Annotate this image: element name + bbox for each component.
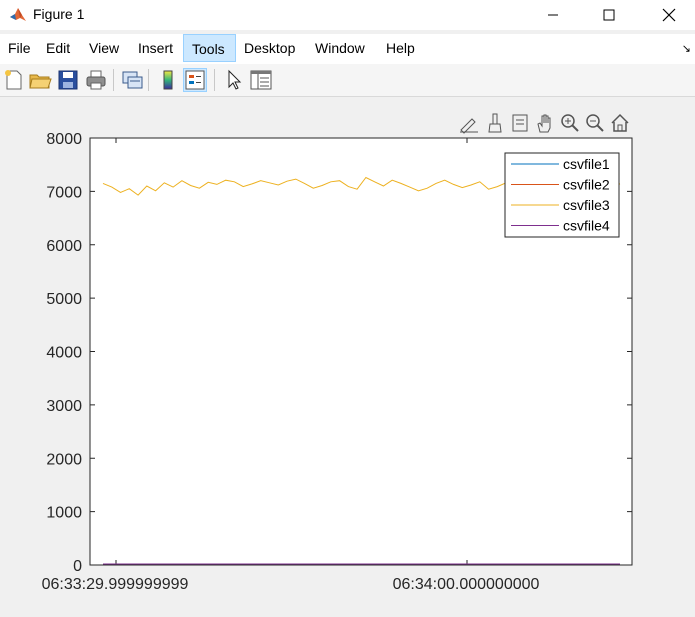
toolbar-separator [214, 69, 215, 91]
property-inspector-icon [250, 70, 272, 90]
open-folder-icon [29, 74, 52, 89]
legend-entry: csvfile3 [563, 197, 610, 213]
figure-toolbar [0, 64, 695, 97]
save-icon [58, 70, 78, 90]
y-tick-label: 1000 [46, 505, 82, 522]
maximize-icon [603, 9, 615, 21]
arrow-pointer-icon [228, 69, 242, 90]
brush-icon [488, 113, 502, 133]
new-figure-button[interactable] [2, 68, 26, 92]
menu-file[interactable]: File [8, 40, 31, 56]
datatip-icon [512, 114, 528, 132]
edit-plot-button[interactable] [222, 68, 246, 92]
colorbar-icon [163, 70, 173, 90]
y-tick-label: 2000 [46, 451, 82, 468]
printer-icon [86, 70, 106, 90]
title-bar: Figure 1 [0, 0, 695, 30]
menu-tools[interactable]: Tools [183, 34, 236, 62]
close-icon [662, 8, 676, 22]
window-title: Figure 1 [33, 6, 85, 22]
menu-insert[interactable]: Insert [138, 40, 174, 56]
home-icon [611, 113, 629, 132]
property-inspector-button[interactable] [249, 68, 273, 92]
menu-help[interactable]: Help [386, 40, 415, 56]
legend-box [504, 152, 620, 238]
data-tip-icon [460, 118, 478, 134]
linked-windows-icon [122, 71, 143, 89]
hand-icon [537, 114, 551, 133]
brush-button[interactable] [484, 112, 506, 134]
close-button[interactable] [646, 0, 692, 30]
legend[interactable]: csvfile1 csvfile2 csvfile3 csvfile4 [504, 152, 620, 238]
print-button[interactable] [84, 68, 108, 92]
matlab-logo-icon [10, 8, 26, 21]
zoom-out-icon [586, 114, 604, 132]
link-plot-button[interactable] [120, 68, 144, 92]
open-file-button[interactable] [28, 68, 52, 92]
zoom-out-button[interactable] [584, 112, 606, 134]
toolbar-separator [113, 69, 114, 91]
save-button[interactable] [56, 68, 80, 92]
restore-view-button[interactable] [609, 112, 631, 134]
minimize-icon [548, 14, 558, 16]
legend-entry: csvfile4 [563, 218, 610, 234]
menu-desktop[interactable]: Desktop [244, 40, 296, 56]
y-tick-label: 5000 [46, 291, 82, 308]
brush-data-button[interactable] [458, 112, 480, 134]
minimize-button[interactable] [530, 0, 576, 30]
menu-window[interactable]: Window [315, 40, 365, 56]
legend-icon [185, 70, 205, 90]
insert-legend-button[interactable] [183, 68, 207, 92]
insert-colorbar-button[interactable] [156, 68, 180, 92]
pan-button[interactable] [534, 112, 556, 134]
y-tick-label: 4000 [46, 345, 82, 362]
zoom-in-icon [561, 114, 579, 132]
y-tick-label: 7000 [46, 184, 82, 201]
new-file-icon [5, 70, 22, 90]
y-tick-label: 0 [73, 558, 82, 575]
x-tick-label: 06:33:29.999999999 [42, 576, 189, 593]
zoom-in-button[interactable] [559, 112, 581, 134]
y-tick-label: 6000 [46, 238, 82, 255]
legend-entry: csvfile2 [563, 177, 610, 193]
x-tick-label: 06:34:00.000000000 [393, 576, 540, 593]
maximize-button[interactable] [586, 0, 632, 30]
menu-edit[interactable]: Edit [46, 40, 71, 56]
toolbar-separator [148, 69, 149, 91]
data-cursor-button[interactable] [509, 112, 531, 134]
menu-bar: File Edit View Insert Tools Desktop Wind… [0, 34, 695, 64]
menu-view[interactable]: View [89, 40, 120, 56]
y-tick-label: 8000 [46, 131, 82, 148]
y-tick-label: 3000 [46, 398, 82, 415]
dock-arrow-icon[interactable]: ↘ [681, 43, 691, 55]
legend-entry: csvfile1 [563, 156, 610, 172]
